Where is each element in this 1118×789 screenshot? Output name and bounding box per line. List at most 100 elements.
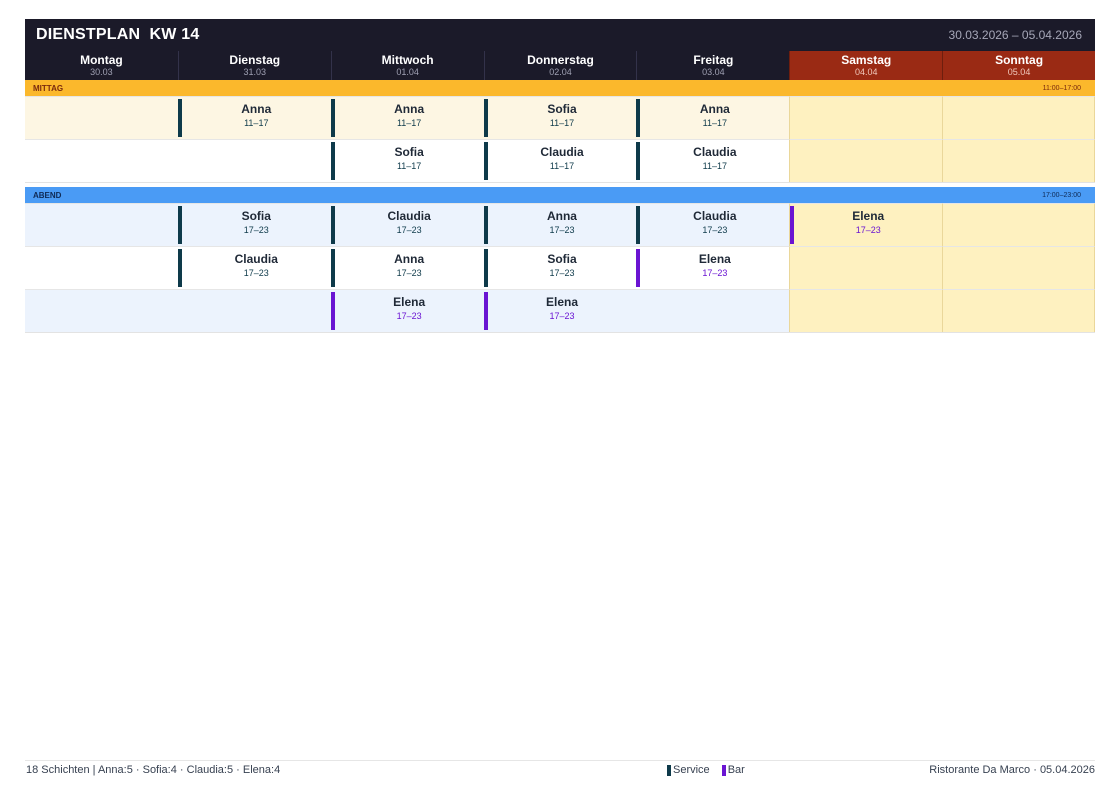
day-date: 02.04 bbox=[549, 67, 572, 77]
legend-swatch bbox=[721, 764, 726, 776]
shift-card[interactable]: Sofia 11–17 bbox=[483, 99, 637, 137]
day-date: 03.04 bbox=[702, 67, 725, 77]
shift-time: 17–23 bbox=[396, 268, 422, 278]
shift-card[interactable]: Elena 17–23 bbox=[330, 292, 484, 330]
shift-cell: Anna 17–23 bbox=[483, 203, 637, 246]
page-title: DIENSTPLAN KW 14 bbox=[36, 26, 200, 43]
shift-time: 17–23 bbox=[855, 225, 881, 235]
shift-cell: Elena 17–23 bbox=[636, 246, 790, 289]
shift-card[interactable]: Anna 11–17 bbox=[636, 99, 789, 137]
day-name: Freitag bbox=[693, 53, 734, 67]
day-header-dienstag: Dienstag 31.03 bbox=[177, 51, 331, 80]
shift-cell: Sofia 11–17 bbox=[483, 96, 637, 139]
shift-time: 11–17 bbox=[702, 161, 728, 171]
legend-label: Bar bbox=[727, 764, 745, 776]
shift-time: 11–17 bbox=[396, 161, 422, 171]
shift-cell: Claudia 17–23 bbox=[636, 203, 790, 246]
shift-card[interactable]: Claudia 11–17 bbox=[636, 142, 789, 180]
mittag-section: Anna 11–17 Anna 11–17 Sofia 11–17 Anna 11–17 Sof… bbox=[25, 96, 1095, 183]
shift-cell: Anna 11–17 bbox=[636, 96, 790, 139]
employee-name: Elena bbox=[393, 295, 426, 309]
shift-card[interactable]: Anna 17–23 bbox=[483, 206, 637, 244]
day-header-montag: Montag 30.03 bbox=[25, 51, 178, 80]
legend-item-service: Service bbox=[667, 764, 710, 776]
shift-card[interactable]: Elena 17–23 bbox=[483, 292, 637, 330]
shift-cell: Anna 11–17 bbox=[330, 96, 484, 139]
employee-name: Claudia bbox=[693, 145, 737, 159]
shift-card[interactable]: Anna 17–23 bbox=[330, 249, 484, 287]
shift-card[interactable]: Elena 17–23 bbox=[636, 249, 789, 287]
shift-cell bbox=[25, 246, 178, 289]
employee-name: Anna bbox=[546, 209, 577, 223]
schedule: DIENSTPLAN KW 14 30.03.2026 – 05.04.2026… bbox=[25, 19, 1095, 333]
shift-card[interactable]: Sofia 17–23 bbox=[483, 249, 637, 287]
shift-cell bbox=[25, 96, 178, 139]
shift-cell: Anna 17–23 bbox=[330, 246, 484, 289]
legend-item-bar: Bar bbox=[721, 764, 745, 776]
day-date: 05.04 bbox=[1007, 67, 1031, 77]
band-mittag-time: 11:00–17:00 bbox=[1042, 84, 1081, 92]
shift-cell: Elena 17–23 bbox=[483, 289, 637, 332]
day-header-donnerstag: Donnerstag 02.04 bbox=[483, 51, 637, 80]
shift-cell: Anna 11–17 bbox=[177, 96, 331, 139]
shift-time: 11–17 bbox=[702, 118, 728, 128]
day-name: Montag bbox=[80, 53, 123, 67]
day-header-row: Montag 30.03 Dienstag 31.03 Mittwoch 01.04 Don… bbox=[25, 51, 1095, 80]
employee-name: Anna bbox=[699, 102, 730, 116]
employee-name: Anna bbox=[394, 252, 425, 266]
shift-cell bbox=[25, 203, 178, 246]
employee-name: Sofia bbox=[547, 252, 577, 266]
shift-cell: Sofia 11–17 bbox=[330, 139, 484, 182]
shift-card[interactable]: Claudia 11–17 bbox=[483, 142, 637, 180]
shift-cell bbox=[789, 289, 943, 332]
legend-swatch bbox=[667, 764, 671, 776]
band-abend: ABEND 17:00–23:00 bbox=[25, 187, 1095, 203]
day-name: Sonntag bbox=[995, 53, 1044, 67]
legend: Service Bar bbox=[667, 764, 745, 776]
shift-time: 17–23 bbox=[243, 268, 269, 278]
shift-time: 17–23 bbox=[243, 225, 269, 235]
day-date: 31.03 bbox=[243, 67, 267, 77]
day-header-freitag: Freitag 03.04 bbox=[636, 51, 789, 80]
footer-imprint: Ristorante Da Marco · 05.04.2026 bbox=[929, 764, 1095, 776]
shift-time: 17–23 bbox=[549, 225, 575, 235]
band-mittag: MITTAG 11:00–17:00 bbox=[25, 80, 1095, 96]
day-header-samstag: Samstag 04.04 bbox=[789, 51, 943, 80]
shift-cell bbox=[942, 139, 1095, 182]
shift-card[interactable]: Claudia 17–23 bbox=[636, 206, 789, 244]
shift-row: Sofia 17–23 Claudia 17–23 Anna 17–23 Claudia 17… bbox=[25, 203, 1095, 246]
shift-card[interactable]: Sofia 17–23 bbox=[177, 206, 331, 244]
day-header-mittwoch: Mittwoch 01.04 bbox=[330, 51, 484, 80]
shift-time: 17–23 bbox=[549, 268, 575, 278]
shift-time: 17–23 bbox=[396, 311, 422, 321]
shift-cell bbox=[636, 289, 790, 332]
day-date: 01.04 bbox=[396, 67, 419, 77]
employee-name: Elena bbox=[852, 209, 885, 223]
shift-cell bbox=[942, 96, 1095, 139]
shift-time: 11–17 bbox=[549, 118, 575, 128]
shift-card[interactable]: Elena 17–23 bbox=[790, 206, 942, 244]
shift-cell bbox=[942, 246, 1095, 289]
shift-cell: Claudia 17–23 bbox=[177, 246, 331, 289]
shift-card[interactable]: Sofia 11–17 bbox=[330, 142, 484, 180]
shift-card[interactable]: Claudia 17–23 bbox=[330, 206, 484, 244]
shift-cell bbox=[942, 203, 1095, 246]
shift-card[interactable]: Anna 11–17 bbox=[177, 99, 331, 137]
employee-name: Anna bbox=[394, 102, 425, 116]
abend-section: Sofia 17–23 Claudia 17–23 Anna 17–23 Claudia 17… bbox=[25, 203, 1095, 333]
day-name: Mittwoch bbox=[381, 53, 434, 67]
shift-row: Anna 11–17 Anna 11–17 Sofia 11–17 Anna 11–17 bbox=[25, 96, 1095, 139]
day-date: 04.04 bbox=[854, 67, 878, 77]
shift-time: 11–17 bbox=[549, 161, 575, 171]
shift-cell bbox=[177, 139, 331, 182]
employee-name: Sofia bbox=[241, 209, 271, 223]
shift-row: Elena 17–23 Elena 17–23 bbox=[25, 289, 1095, 333]
date-range: 30.03.2026 – 05.04.2026 bbox=[948, 28, 1082, 42]
shift-row: Claudia 17–23 Anna 17–23 Sofia 17–23 Elena 17–2… bbox=[25, 246, 1095, 289]
shift-row: Sofia 11–17 Claudia 11–17 Claudia 11–17 bbox=[25, 139, 1095, 183]
shift-card[interactable]: Anna 11–17 bbox=[330, 99, 484, 137]
legend-label: Service bbox=[673, 764, 710, 776]
shift-cell: Sofia 17–23 bbox=[483, 246, 637, 289]
header-bar: DIENSTPLAN KW 14 30.03.2026 – 05.04.2026 bbox=[25, 19, 1095, 51]
shift-card[interactable]: Claudia 17–23 bbox=[177, 249, 331, 287]
